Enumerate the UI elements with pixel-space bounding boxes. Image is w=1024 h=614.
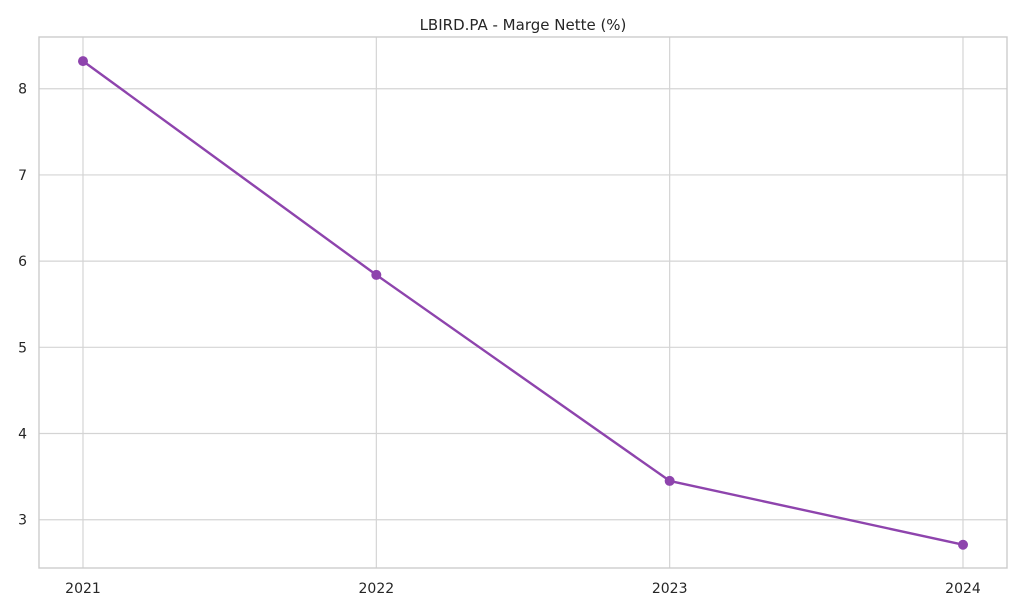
plot-area-frame — [38, 36, 1008, 569]
y-tick-label: 5 — [18, 340, 27, 356]
y-tick-label: 8 — [18, 82, 27, 98]
data-point — [958, 539, 968, 550]
y-tick-label: 6 — [18, 254, 27, 270]
y-axis-tick-labels: 3 4 5 6 7 8 — [18, 82, 27, 529]
series-layer — [78, 56, 968, 550]
chart-title: LBIRD.PA - Marge Nette (%) — [420, 16, 627, 34]
y-tick-label: 7 — [18, 168, 27, 184]
data-point — [371, 269, 382, 280]
data-point — [664, 475, 675, 486]
x-tick-label: 2022 — [359, 581, 395, 597]
y-tick-label: 3 — [18, 513, 27, 529]
x-axis-tick-labels: 2021 2022 2023 2024 — [65, 581, 981, 597]
y-tick-label: 4 — [18, 427, 27, 443]
x-tick-label: 2024 — [945, 581, 981, 597]
series-line — [81, 59, 965, 546]
grid — [39, 37, 1007, 568]
x-tick-label: 2021 — [65, 581, 101, 597]
data-point — [78, 56, 88, 67]
x-tick-label: 2023 — [652, 581, 688, 597]
